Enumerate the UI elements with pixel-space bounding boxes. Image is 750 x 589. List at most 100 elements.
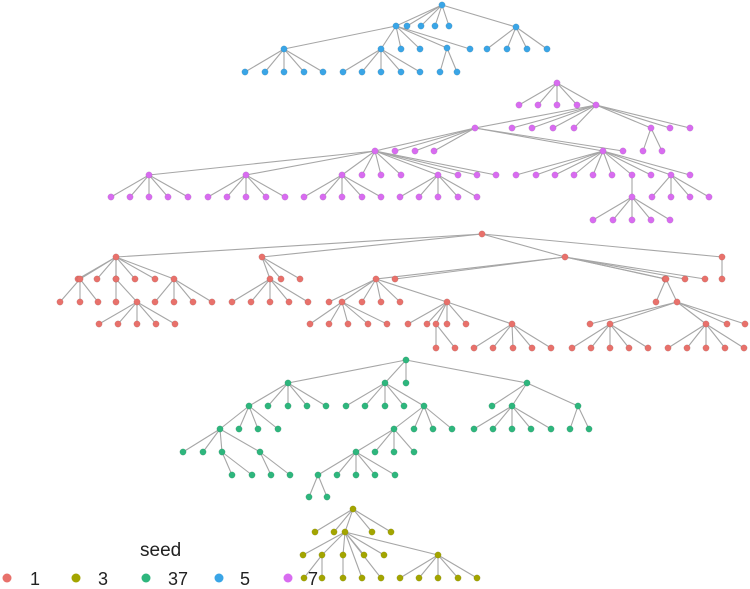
legend-entry-5: 5 (214, 569, 250, 589)
node-seed-37 (303, 402, 311, 410)
node-seed-1 (741, 320, 749, 328)
node-seed-1 (170, 298, 178, 306)
node-seed-7 (666, 216, 674, 224)
node-seed-1 (151, 275, 159, 283)
node-seed-1 (451, 344, 459, 352)
node-seed-1 (277, 275, 285, 283)
edge-seed-37 (526, 382, 579, 407)
edge-seed-37 (423, 405, 434, 430)
edge-seed-7 (303, 174, 343, 198)
edge-seed-7 (399, 174, 439, 198)
node-seed-5 (241, 68, 249, 76)
node-seed-7 (667, 193, 675, 201)
edge-seed-37 (355, 451, 396, 476)
node-seed-7 (553, 79, 561, 87)
edge-seed-7 (322, 174, 343, 198)
node-seed-1 (171, 320, 179, 328)
edge-seed-37 (308, 474, 319, 498)
legend-swatch-3 (71, 573, 81, 583)
node-seed-5 (280, 45, 288, 53)
edge-seed-7 (361, 150, 376, 176)
edge-seed-7 (245, 150, 376, 176)
edge-seed-1 (261, 256, 282, 280)
node-seed-1 (443, 298, 451, 306)
node-seed-3 (360, 551, 368, 559)
edge-seed-5 (395, 25, 471, 50)
edge-seed-5 (283, 25, 397, 50)
edge-seed-1 (250, 278, 271, 303)
node-seed-1 (338, 298, 346, 306)
legend-entry-1: 1 (2, 569, 40, 589)
node-seed-1 (95, 320, 103, 328)
edge-seed-1 (676, 301, 707, 325)
node-seed-1 (568, 344, 576, 352)
node-seed-7 (639, 147, 647, 155)
edge-seed-37 (374, 428, 395, 453)
node-seed-1 (723, 320, 731, 328)
node-seed-1 (93, 275, 101, 283)
edge-seed-7 (592, 150, 604, 176)
edge-seed-7 (531, 104, 597, 129)
legend-label-7: 7 (308, 569, 318, 589)
edge-seed-1 (435, 323, 456, 349)
edge-seed-3 (399, 554, 439, 579)
edge-seed-7 (245, 174, 286, 198)
edge-seed-7 (437, 174, 459, 198)
edge-seed-1 (115, 278, 138, 303)
edge-seed-5 (395, 25, 448, 49)
edge-seed-7 (631, 196, 652, 221)
node-seed-1 (396, 298, 404, 306)
edge-seed-7 (341, 174, 382, 198)
node-seed-7 (473, 193, 481, 201)
node-seed-1 (606, 344, 614, 352)
node-seed-37 (585, 425, 593, 433)
node-seed-1 (208, 298, 216, 306)
node-seed-7 (599, 147, 607, 155)
edge-seed-3 (344, 531, 363, 579)
node-seed-1 (423, 320, 431, 328)
node-seed-7 (573, 101, 581, 109)
node-seed-5 (436, 68, 444, 76)
legend-label-3: 3 (98, 569, 108, 589)
node-seed-3 (454, 574, 462, 582)
edge-seed-3 (352, 508, 373, 533)
edge-seed-7 (650, 127, 663, 152)
edge-seed-7 (374, 150, 497, 176)
edge-seed-37 (384, 359, 407, 384)
edge-seed-1 (655, 278, 667, 303)
edge-seed-5 (486, 26, 517, 50)
edge-seed-7 (651, 174, 672, 198)
node-seed-37 (429, 425, 437, 433)
edge-seed-3 (418, 554, 439, 579)
edge-seed-5 (439, 47, 448, 73)
node-seed-7 (512, 171, 520, 179)
node-seed-7 (281, 193, 289, 201)
edge-seed-37 (248, 405, 279, 430)
edge-seed-1 (261, 233, 483, 258)
edge-seed-1 (341, 301, 369, 325)
node-seed-5 (438, 1, 446, 9)
node-seed-1 (344, 320, 352, 328)
edge-seed-37 (364, 382, 386, 407)
node-seed-1 (112, 253, 120, 261)
edge-seed-1 (667, 323, 707, 349)
node-seed-1 (133, 298, 141, 306)
node-seed-5 (453, 68, 461, 76)
node-seed-7 (411, 147, 419, 155)
node-seed-5 (300, 68, 308, 76)
node-seed-1 (586, 320, 594, 328)
node-seed-7 (377, 171, 385, 179)
node-seed-7 (658, 147, 666, 155)
edge-seed-1 (173, 278, 194, 303)
edge-seed-1 (96, 256, 117, 280)
node-seed-37 (547, 425, 555, 433)
edge-seed-7 (374, 127, 476, 152)
node-seed-1 (131, 275, 139, 283)
edge-seed-1 (261, 256, 271, 280)
legend-label-5: 5 (240, 569, 250, 589)
edge-seed-37 (511, 405, 552, 430)
node-seed-7 (126, 193, 134, 201)
node-seed-3 (318, 551, 326, 559)
node-seed-1 (306, 320, 314, 328)
node-seed-1 (76, 298, 84, 306)
